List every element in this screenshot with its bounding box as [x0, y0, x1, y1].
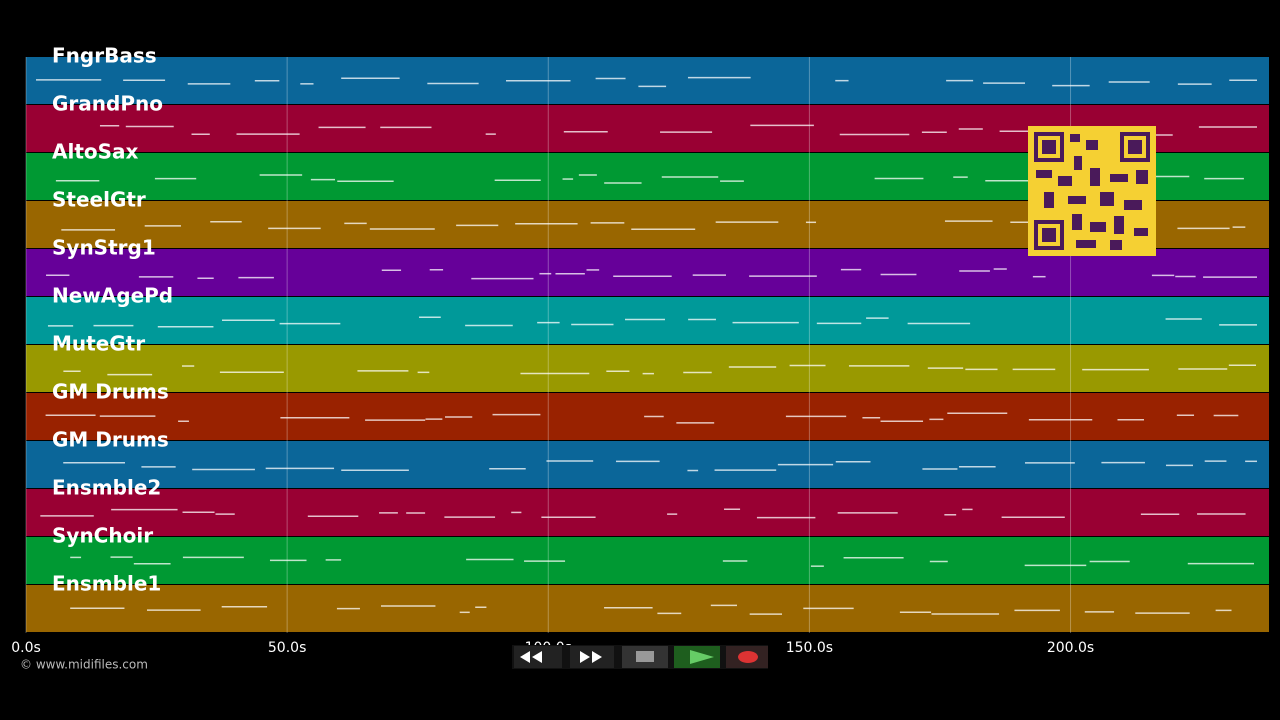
track-lane: [26, 345, 1269, 392]
track-name: SynChoir: [52, 524, 153, 548]
track-name: Ensmble2: [52, 476, 161, 500]
tick-label: 200.0s: [1047, 640, 1094, 656]
track-lane: [26, 537, 1269, 584]
qr-code: [1028, 126, 1156, 256]
track-lane: [26, 249, 1269, 296]
record-button[interactable]: [726, 646, 768, 668]
track-lane: [26, 441, 1269, 488]
track-name: GM Drums: [52, 428, 169, 452]
track-lane: [26, 489, 1269, 536]
track-name: FngrBass: [52, 44, 157, 68]
tracks: FngrBass GrandPno AltoSax SteelGtr SynStrg1 N…: [25, 44, 1269, 633]
track-name: AltoSax: [52, 140, 139, 164]
tick-label: 50.0s: [268, 640, 306, 656]
track-name: MuteGtr: [52, 332, 145, 356]
copyright: © www.midifiles.com: [20, 658, 148, 672]
track-name: GrandPno: [52, 92, 163, 116]
track-name: NewAgePd: [52, 284, 173, 308]
track-lane: [26, 57, 1269, 104]
track-name: SteelGtr: [52, 188, 146, 212]
rewind-button[interactable]: [514, 646, 562, 668]
play-button[interactable]: [674, 646, 720, 668]
track-name: GM Drums: [52, 380, 169, 404]
track-name: Ensmble1: [52, 572, 161, 596]
tick-label: 0.0s: [11, 640, 41, 656]
stop-button[interactable]: [622, 646, 668, 668]
fast-forward-button[interactable]: [570, 646, 614, 668]
tick-label: 150.0s: [786, 640, 833, 656]
track-lane: [26, 297, 1269, 344]
transport-controls: [512, 645, 768, 669]
track-name: SynStrg1: [52, 236, 156, 260]
